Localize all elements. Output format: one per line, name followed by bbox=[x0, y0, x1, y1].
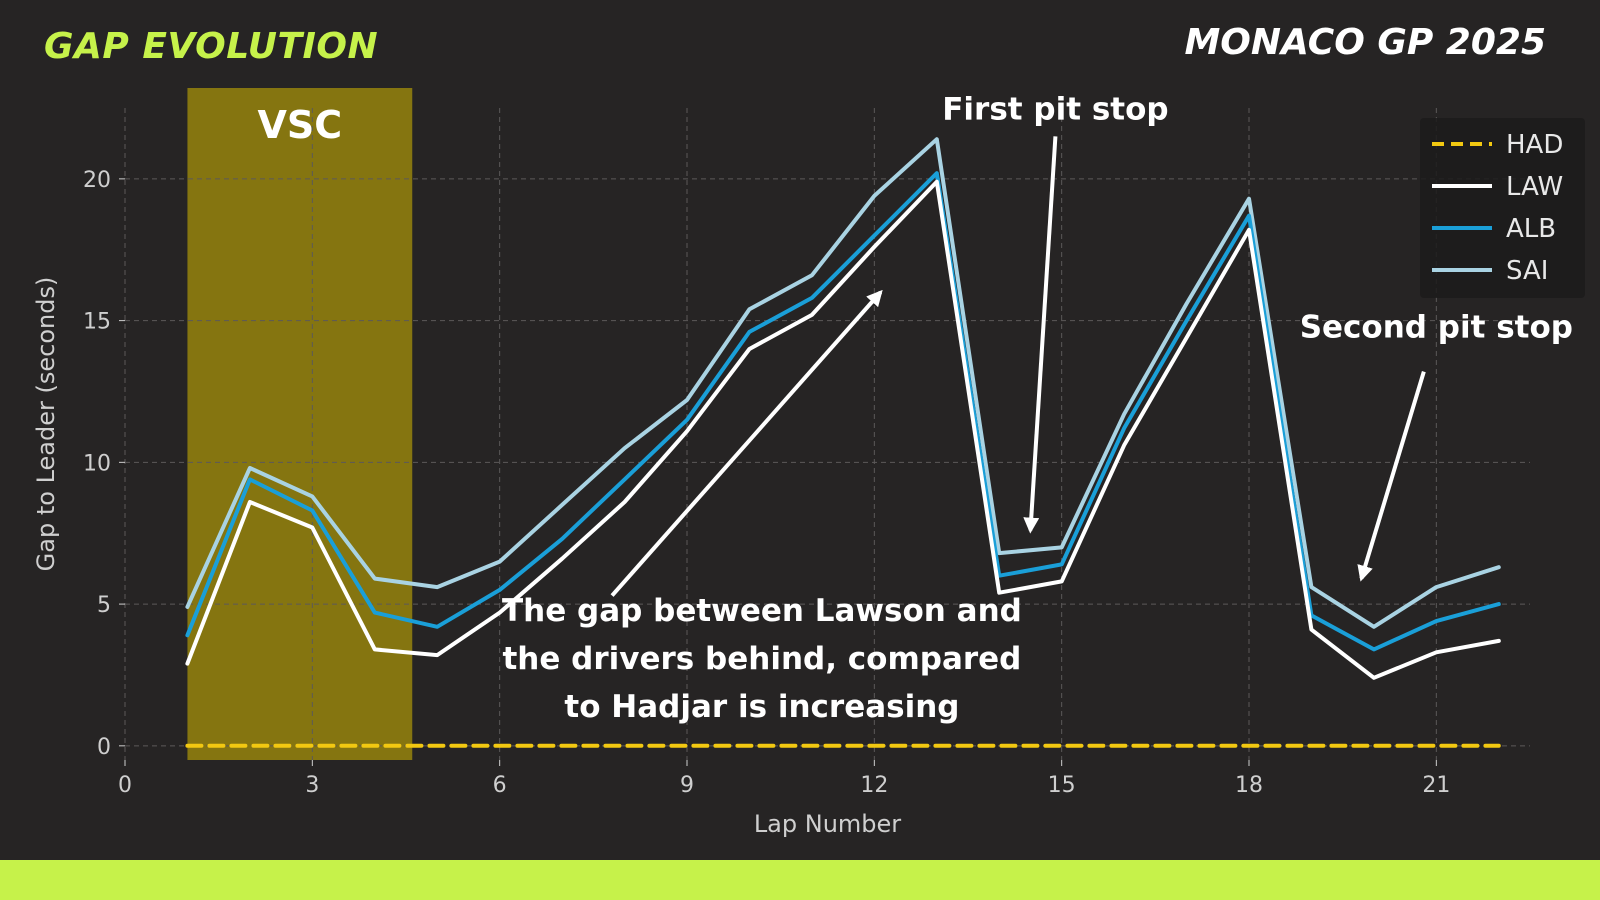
y-tick-label: 10 bbox=[83, 451, 111, 476]
y-tick-label: 15 bbox=[83, 310, 111, 335]
annotation-text: to Hadjar is increasing bbox=[564, 689, 959, 725]
vsc-band bbox=[187, 88, 413, 760]
vsc-label: VSC bbox=[258, 103, 343, 147]
x-tick-label: 12 bbox=[860, 773, 888, 798]
annotation-arrow bbox=[610, 289, 883, 597]
annotation-text: the drivers behind, compared bbox=[502, 641, 1021, 677]
axes: 0 3 6 9 12 15 18 21 0 5 10 15 20 Lap Number Gap to Lea… bbox=[32, 168, 1450, 838]
x-tick-label: 6 bbox=[493, 773, 507, 798]
annotation-arrow bbox=[1023, 136, 1058, 534]
section-title: GAP EVOLUTION bbox=[44, 26, 379, 67]
x-axis-label: Lap Number bbox=[754, 810, 901, 838]
legend: HAD LAW ALB SAI bbox=[1420, 118, 1585, 298]
annotation-text: Second pit stop bbox=[1300, 310, 1573, 346]
legend-label-law: LAW bbox=[1506, 172, 1563, 202]
x-tick-label: 3 bbox=[305, 773, 319, 798]
legend-label-had: HAD bbox=[1506, 130, 1563, 160]
x-tick-label: 9 bbox=[680, 773, 694, 798]
footer-band bbox=[0, 860, 1600, 900]
y-tick-label: 0 bbox=[97, 735, 111, 760]
annotations: First pit stop Second pit stop The gap bet… bbox=[502, 91, 1573, 725]
legend-box bbox=[1420, 118, 1585, 298]
y-tick-label: 5 bbox=[97, 593, 111, 618]
series-line-sai bbox=[185, 137, 1501, 629]
y-tick-label: 20 bbox=[83, 168, 111, 193]
series-line-law bbox=[185, 179, 1501, 680]
event-title: MONACO GP 2025 bbox=[1184, 22, 1546, 63]
x-tick-label: 18 bbox=[1235, 773, 1263, 798]
annotation-text: First pit stop bbox=[942, 91, 1168, 127]
x-tick-label: 21 bbox=[1422, 773, 1450, 798]
x-tick-label: 0 bbox=[118, 773, 132, 798]
legend-label-alb: ALB bbox=[1506, 214, 1556, 244]
legend-label-sai: SAI bbox=[1506, 256, 1548, 286]
annotation-text: The gap between Lawson and bbox=[502, 593, 1022, 629]
x-tick-label: 15 bbox=[1048, 773, 1076, 798]
y-axis-label: Gap to Leader (seconds) bbox=[32, 277, 60, 572]
series-line-alb bbox=[185, 171, 1501, 652]
series-lines bbox=[185, 137, 1501, 748]
annotation-arrow bbox=[1357, 371, 1426, 582]
